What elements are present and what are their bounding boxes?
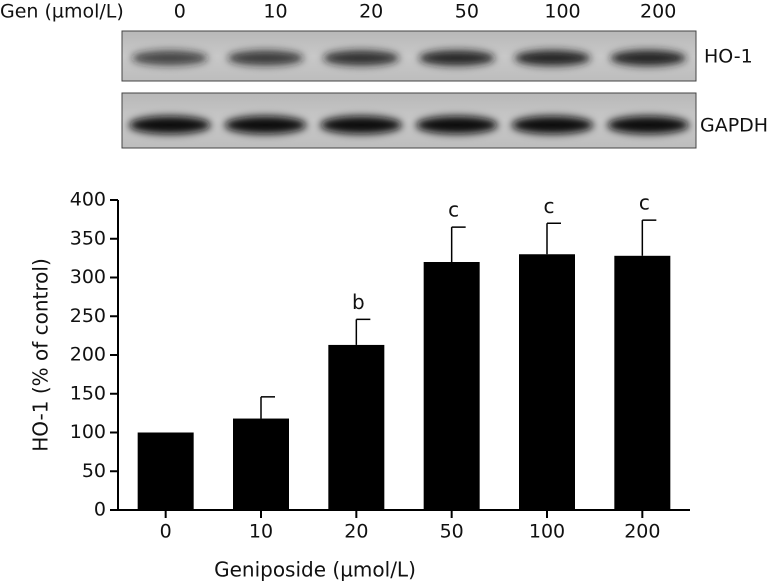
bar [423, 262, 480, 510]
band-label: GAPDH [700, 115, 768, 137]
y-tick-label: 350 [70, 227, 106, 249]
x-tick-label: 10 [249, 521, 273, 543]
blot-strip [121, 30, 697, 82]
y-axis-title: HO-1 (% of control) [29, 258, 53, 452]
lane-label: 50 [455, 1, 479, 23]
lane-label: 10 [263, 1, 287, 23]
blot-strip [121, 92, 697, 149]
band [514, 50, 591, 66]
band [610, 50, 687, 66]
blot-header: Gen (µmol/L) [0, 1, 124, 23]
western-blot: Gen (µmol/L) HO-1 GAPDH 0 10 20 50 100 200 [0, 1, 768, 149]
bar [328, 344, 385, 510]
significance-label: c [639, 191, 650, 215]
band [418, 50, 495, 66]
band [128, 116, 211, 134]
y-tick-label: 50 [82, 460, 106, 482]
y-tick-label: 200 [70, 344, 106, 366]
band [227, 50, 304, 66]
band [415, 116, 498, 134]
x-axis-title: Geniposide (µmol/L) [214, 558, 416, 582]
significance-label: b [352, 290, 365, 314]
x-tick-label: 50 [440, 521, 464, 543]
x-tick-label: 0 [160, 521, 172, 543]
y-tick-label: 250 [70, 305, 106, 327]
y-tick-label: 0 [94, 499, 106, 521]
significance-label: c [544, 194, 555, 218]
lane-label: 20 [359, 1, 383, 23]
band [607, 116, 690, 134]
y-tick-label: 300 [70, 266, 106, 288]
x-tick-label: 20 [344, 521, 368, 543]
bar [614, 255, 671, 510]
lane-label: 200 [640, 1, 676, 23]
band-label: HO-1 [704, 46, 753, 68]
bar [233, 418, 289, 510]
band [131, 50, 208, 66]
bar [137, 432, 194, 510]
x-tick-label: 200 [624, 521, 660, 543]
blot-bands [128, 50, 690, 134]
lane-label: 0 [174, 1, 186, 23]
y-tick-label: 100 [70, 421, 106, 443]
y-tick-label: 400 [70, 189, 106, 211]
bar-chart: Geniposide (µmol/L) HO-1 (% of control) … [29, 189, 690, 582]
band [224, 116, 307, 134]
band [320, 116, 403, 134]
x-tick-label: 100 [529, 521, 565, 543]
band [323, 50, 400, 66]
band [511, 116, 594, 134]
lane-label: 100 [544, 1, 580, 23]
y-tick-label: 150 [70, 382, 106, 404]
bar [519, 254, 575, 510]
significance-label: c [448, 198, 459, 222]
